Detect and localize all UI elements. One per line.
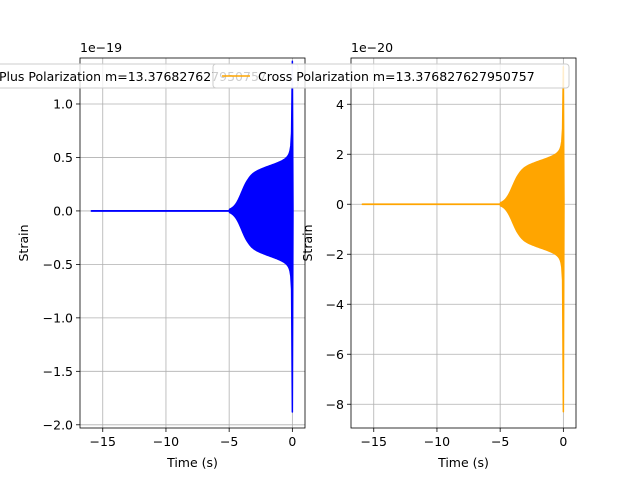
cross-x-tick-label: 0 xyxy=(559,434,567,449)
plus-y-tick-label: −0.5 xyxy=(43,257,73,272)
plus-y-tick-label: 1.0 xyxy=(53,96,73,111)
plus-y-axis-label: Strain xyxy=(16,224,31,261)
cross-y-tick-label: 4 xyxy=(336,97,344,112)
plus-y-tick-label: −1.0 xyxy=(43,310,73,325)
cross-legend-label: Cross Polarization m=13.376827627950757 xyxy=(258,69,535,84)
plus-x-tick-label: −10 xyxy=(153,434,179,449)
cross-offset-text: 1e−20 xyxy=(351,40,393,55)
plus-x-tick-label: −5 xyxy=(220,434,238,449)
cross-y-tick-label: −2 xyxy=(326,247,344,262)
plus-legend-label: Plus Polarization m=13.376827627950757 xyxy=(0,69,267,84)
plus-y-ticks: −2.0 −1.5 −1.0 −0.5 0.0 0.5 1.0 xyxy=(43,96,80,432)
cross-y-tick-label: 0 xyxy=(336,197,344,212)
cross-y-ticks: −8 −6 −4 −2 0 2 4 xyxy=(326,97,351,412)
plus-offset-text: 1e−19 xyxy=(80,40,122,55)
plus-y-tick-label: 0.5 xyxy=(53,150,73,165)
cross-x-ticks: −15 −10 −5 0 xyxy=(361,428,567,449)
cross-axes-frame xyxy=(350,57,577,429)
cross-polarization-panel: −15 −10 −5 0 −8 −6 −4 −2 0 2 4 1e−20 Time (s) Str… xyxy=(300,40,577,470)
cross-x-tick-label: −10 xyxy=(424,434,450,449)
plus-y-tick-label: −1.5 xyxy=(43,364,73,379)
cross-y-tick-label: −4 xyxy=(326,297,344,312)
plus-x-tick-label: −15 xyxy=(90,434,116,449)
plus-y-tick-label: −2.0 xyxy=(43,417,73,432)
cross-x-axis-label: Time (s) xyxy=(437,455,489,470)
plus-x-axis-label: Time (s) xyxy=(166,455,218,470)
cross-x-tick-label: −15 xyxy=(361,434,387,449)
cross-y-axis-label: Strain xyxy=(300,224,315,261)
plus-polarization-panel: −15 −10 −5 0 −2.0 −1.5 −1.0 −0.5 0.0 0.5 1.0 1e−1… xyxy=(16,40,306,470)
cross-legend-box xyxy=(212,63,570,89)
cross-y-tick-label: −6 xyxy=(326,347,344,362)
plus-axes-frame xyxy=(79,57,306,429)
cross-legend: Cross Polarization m=13.376827627950757 xyxy=(212,63,570,89)
cross-y-tick-label: 2 xyxy=(336,147,344,162)
plus-x-tick-label: 0 xyxy=(288,434,296,449)
cross-y-tick-label: −8 xyxy=(326,397,344,412)
plus-strain-series xyxy=(90,60,294,413)
plus-y-tick-label: 0.0 xyxy=(53,203,73,218)
plus-x-ticks: −15 −10 −5 0 xyxy=(90,428,296,449)
cross-x-tick-label: −5 xyxy=(491,434,509,449)
cross-strain-series xyxy=(361,66,565,413)
